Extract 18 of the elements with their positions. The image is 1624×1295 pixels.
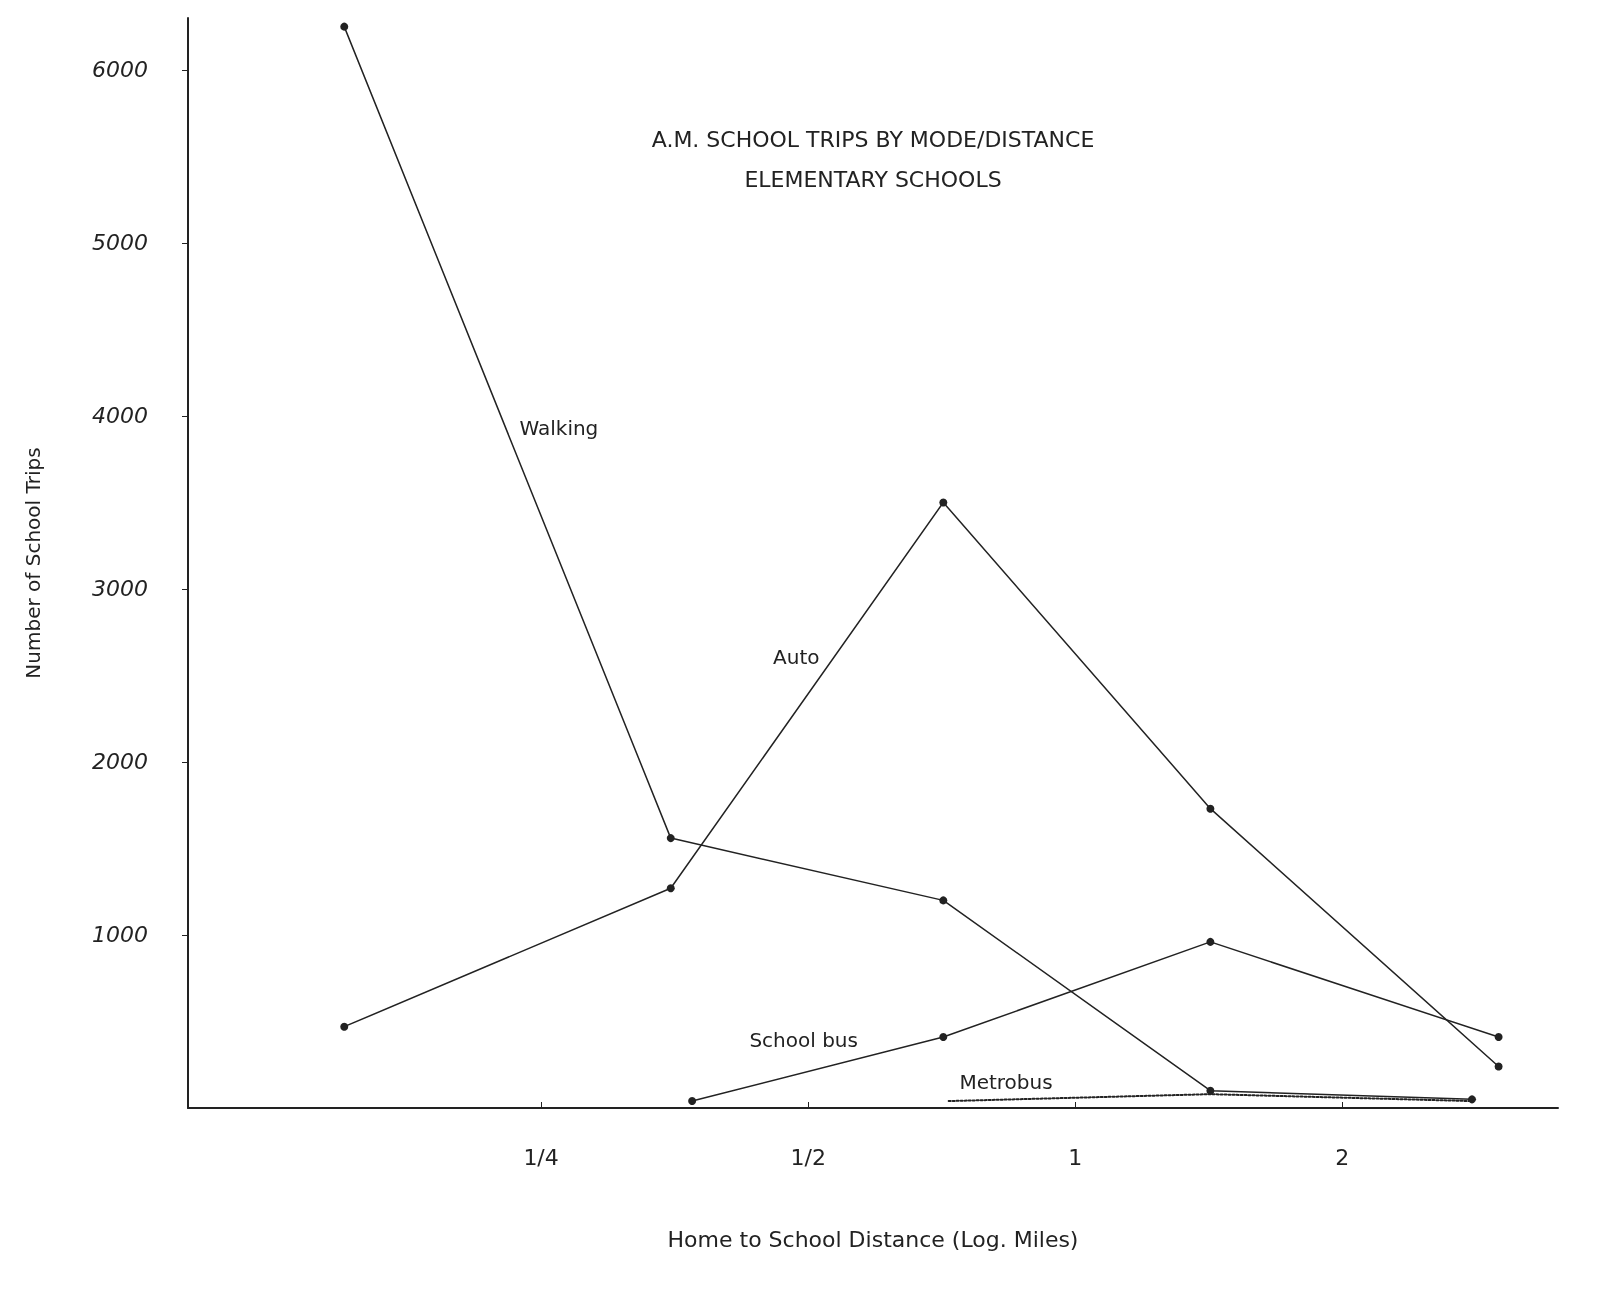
series-label: Metrobus (959, 1070, 1053, 1095)
series-label: Walking (519, 416, 599, 441)
y-tick-label: 2000 (92, 749, 148, 775)
text: A.M. SCHOOL TRIPS BY MODE/DISTANCE (651, 126, 1095, 152)
text: ELEMENTARY SCHOOLS (744, 166, 1002, 192)
x-tick-label: 1/4 (523, 1144, 559, 1170)
y-tick-label: 4000 (92, 403, 148, 429)
y-tick-label: 3000 (92, 576, 148, 602)
x-tick-label: 1/2 (790, 1144, 826, 1170)
y-tick-label: 5000 (92, 230, 148, 256)
x-axis-title: Home to School Distance (Log. Miles) (667, 1226, 1079, 1252)
y-tick-label: 1000 (92, 922, 148, 948)
y-tick-label: 6000 (92, 57, 148, 83)
series-label: Auto (773, 644, 820, 669)
x-tick-label: 2 (1335, 1144, 1350, 1170)
series-label: School bus (749, 1028, 858, 1053)
y-axis-title: Number of School Trips (21, 447, 45, 679)
x-tick-label: 1 (1068, 1144, 1083, 1170)
